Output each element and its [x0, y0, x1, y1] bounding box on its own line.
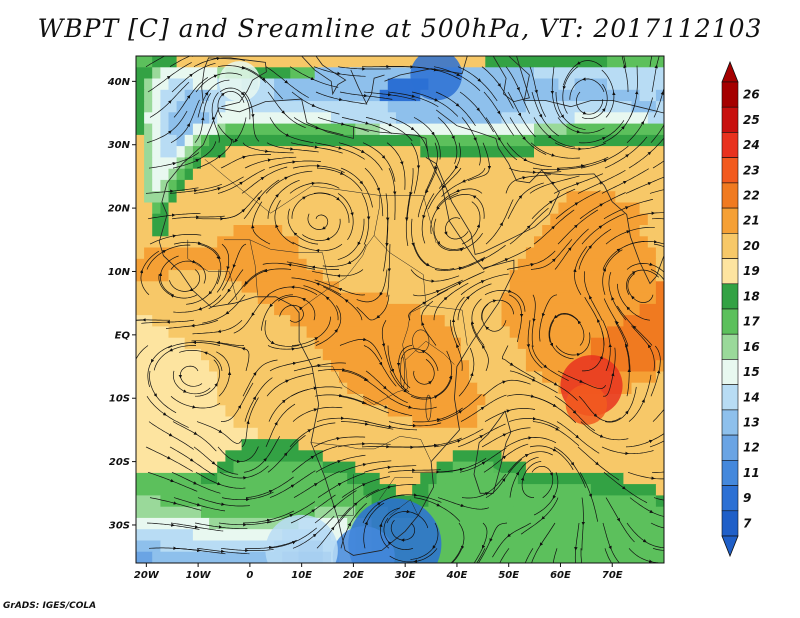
colorbar-swatch [721, 258, 739, 285]
lat-label: 40N [107, 77, 131, 88]
lat-label: 30N [108, 140, 131, 151]
colorbar-label: 21 [743, 214, 760, 228]
lon-label: 10E [291, 570, 312, 581]
colorbar-swatch [721, 233, 739, 259]
colorbar-top-arrow [721, 60, 739, 83]
colorbar-bottom-arrow [721, 535, 739, 558]
colorbar-swatch [721, 81, 739, 108]
colorbar-label: 18 [743, 289, 760, 303]
colorbar-label: 23 [743, 163, 760, 177]
lon-label: 50E [498, 570, 519, 581]
colorbar-label: 7 [743, 516, 752, 530]
colorbar-swatch [721, 510, 739, 537]
chart-title: WBPT [C] and Sreamline at 500hPa, VT: 20… [37, 14, 763, 43]
lat-label: 20S [109, 457, 130, 468]
colorbar-swatch [721, 459, 739, 486]
colorbar-swatch [721, 182, 739, 209]
colorbar-label: 26 [743, 88, 760, 102]
colorbar-label: 9 [743, 491, 751, 505]
colorbar-swatch [721, 384, 739, 411]
colorbar-label: 25 [743, 113, 760, 127]
colorbar-label: 24 [743, 138, 760, 152]
lon-label: 60E [550, 570, 571, 581]
latitude-labels: 40N 30N 20N 10N EQ 10S 20S 30S [107, 77, 131, 532]
colorbar-swatch [721, 207, 739, 234]
colorbar-label: 12 [743, 441, 760, 455]
colorbar-swatch [721, 106, 739, 133]
wbpt-shaded-field [136, 56, 664, 563]
lat-label: 10N [108, 267, 131, 278]
longitude-labels: 20W 10W 0 10E 20E 30E 40E 50E 60E 70E [134, 570, 623, 581]
grads-credit: GrADS: IGES/COLA [3, 601, 97, 611]
colorbar-swatch [721, 333, 739, 360]
colorbar-label: 14 [743, 390, 760, 404]
colorbar-label: 13 [743, 416, 760, 430]
lon-label: 30E [395, 570, 416, 581]
lat-label: 30S [109, 520, 130, 531]
lat-label: 10S [109, 394, 130, 405]
lat-label: 20N [108, 204, 131, 215]
colorbar-label: 15 [743, 365, 760, 379]
colorbar-label: 19 [743, 264, 760, 278]
lon-label: 40E [446, 570, 468, 581]
colorbar-swatch [721, 157, 739, 184]
colorbar-swatch [721, 359, 739, 385]
colorbar-swatch [721, 132, 739, 158]
colorbar-label: 17 [743, 315, 760, 329]
colorbar-label: 16 [743, 340, 760, 354]
streamlines [136, 56, 664, 563]
colorbar-swatch [721, 434, 739, 461]
colorbar-label: 22 [743, 189, 760, 203]
lon-label: 10W [186, 570, 212, 581]
colorbar-label: 20 [743, 239, 760, 253]
colorbar: 26 25 24 23 22 21 20 19 18 17 16 15 14 13 12 11 9 7 [721, 60, 760, 558]
lat-label: EQ [115, 330, 131, 341]
colorbar-swatch [721, 409, 739, 436]
lon-label: 20W [134, 570, 160, 581]
colorbar-swatch [721, 283, 739, 310]
coastlines-and-borders [158, 56, 664, 556]
lon-label: 70E [602, 570, 623, 581]
colorbar-swatch [721, 485, 739, 512]
lon-label: 0 [246, 570, 253, 581]
map-frame [135, 55, 665, 564]
colorbar-swatch [721, 308, 739, 335]
axis-ticks [132, 80, 613, 567]
colorbar-label: 11 [743, 466, 760, 480]
lon-label: 20E [343, 570, 364, 581]
